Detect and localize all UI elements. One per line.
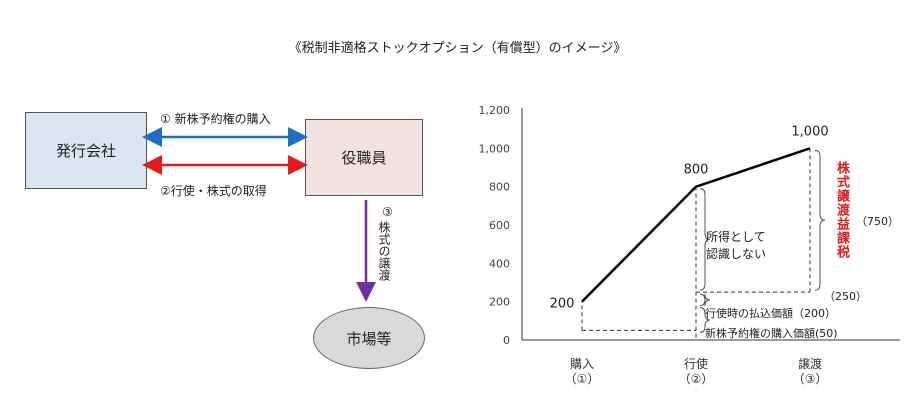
y-tick-label: 1,200 (479, 104, 511, 117)
y-tick-label: 800 (489, 181, 510, 194)
y-tick-label: 0 (503, 334, 510, 347)
brace-not-recognized (699, 188, 711, 291)
officer-box: 役職員 (305, 119, 423, 196)
gap-250-label: （250） (824, 290, 867, 303)
x-tick-label: 購入 (570, 357, 594, 371)
y-tick-label: 600 (489, 219, 510, 232)
issuer-label: 発行会社 (55, 142, 116, 160)
arrow3-number: ③ (382, 205, 393, 219)
taxed-label: 株式譲渡益課税 (834, 161, 849, 259)
brace-taxed (814, 149, 826, 291)
brace-exercise-price (699, 293, 711, 307)
arrow2-label: ②行使・株式の取得 (160, 184, 267, 198)
market-ellipse: 市場等 (313, 307, 425, 369)
x-tick-label: （②） (679, 372, 714, 386)
issuer-box: 発行会社 (25, 112, 147, 189)
brace-purchase-price (699, 307, 711, 333)
x-tick-label: （①） (565, 372, 600, 386)
exercise-price-label: 行使時の払込価額（200） (705, 307, 836, 320)
y-tick-label: 1,000 (479, 142, 511, 155)
data-label: 1,000 (791, 124, 828, 139)
purchase-price-label: 新株予約権の購入価額(50) (705, 327, 838, 340)
market-label: 市場等 (346, 329, 392, 348)
page-title: 《税制非適格ストックオプション（有償型）のイメージ》 (288, 41, 627, 56)
data-label: 800 (684, 163, 709, 178)
x-tick-label: 行使 (684, 356, 708, 371)
arrow1-label: ① 新株予約権の購入 (160, 112, 271, 126)
data-label: 200 (550, 297, 575, 312)
y-tick-label: 200 (489, 296, 510, 309)
not-recognized-label: 所得として 認識しない (706, 230, 767, 261)
y-tick-label: 400 (489, 257, 510, 270)
arrow3-label: 株式の譲渡 (377, 221, 391, 281)
officer-label: 役職員 (341, 149, 387, 167)
x-tick-label: 譲渡 (798, 356, 822, 371)
x-tick-label: （③） (793, 372, 828, 386)
taxed-amount: （750） (856, 215, 899, 228)
